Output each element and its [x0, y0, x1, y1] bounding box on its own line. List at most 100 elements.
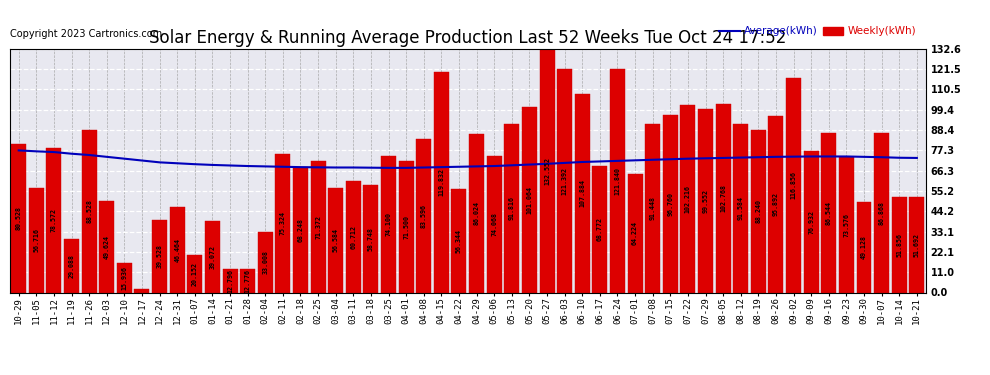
Bar	[610, 69, 625, 292]
Bar	[434, 72, 448, 292]
Text: 58.748: 58.748	[368, 226, 374, 251]
Text: 102.216: 102.216	[685, 184, 691, 213]
Bar	[892, 197, 907, 292]
Bar	[822, 134, 837, 292]
Bar	[29, 188, 44, 292]
Text: 29.088: 29.088	[68, 254, 74, 278]
Bar	[592, 166, 607, 292]
Bar	[47, 148, 61, 292]
Text: 73.576: 73.576	[843, 213, 849, 237]
Bar	[680, 105, 695, 292]
Text: 46.464: 46.464	[174, 238, 180, 262]
Text: 83.596: 83.596	[421, 204, 427, 228]
Text: 56.584: 56.584	[333, 228, 339, 252]
Text: 75.324: 75.324	[280, 211, 286, 235]
Bar	[504, 124, 520, 292]
Bar	[487, 156, 502, 292]
Text: 71.372: 71.372	[315, 215, 321, 239]
Bar	[557, 69, 572, 292]
Bar	[839, 157, 854, 292]
Bar	[223, 269, 238, 292]
Text: 71.500: 71.500	[403, 215, 409, 239]
Text: 96.760: 96.760	[667, 192, 673, 216]
Bar	[645, 124, 660, 292]
Bar	[750, 130, 766, 292]
Text: 102.768: 102.768	[720, 184, 726, 212]
Bar	[663, 115, 678, 292]
Text: 56.344: 56.344	[456, 229, 462, 253]
Text: Copyright 2023 Cartronics.com: Copyright 2023 Cartronics.com	[10, 29, 162, 39]
Bar	[187, 255, 202, 292]
Text: 119.832: 119.832	[439, 168, 445, 196]
Bar	[540, 49, 554, 292]
Text: 91.448: 91.448	[649, 196, 655, 220]
Text: 95.892: 95.892	[773, 192, 779, 216]
Bar	[257, 232, 272, 292]
Bar	[734, 124, 748, 292]
Bar	[399, 161, 414, 292]
Text: 68.772: 68.772	[597, 217, 603, 241]
Bar	[874, 133, 889, 292]
Legend: Average(kWh), Weekly(kWh): Average(kWh), Weekly(kWh)	[715, 22, 921, 40]
Bar	[575, 94, 590, 292]
Text: 91.816: 91.816	[509, 196, 515, 220]
Bar	[275, 154, 290, 292]
Text: 74.068: 74.068	[491, 212, 497, 236]
Text: 33.008: 33.008	[262, 250, 268, 274]
Text: 49.128: 49.128	[861, 236, 867, 260]
Text: 91.584: 91.584	[738, 196, 743, 220]
Text: 76.932: 76.932	[808, 210, 814, 234]
Text: 121.392: 121.392	[561, 167, 567, 195]
Text: 101.064: 101.064	[527, 186, 533, 214]
Text: 78.572: 78.572	[50, 208, 57, 232]
Bar	[11, 144, 26, 292]
Text: 80.528: 80.528	[16, 207, 22, 231]
Bar	[910, 198, 925, 292]
Bar	[205, 220, 220, 292]
Bar	[311, 161, 326, 292]
Bar	[241, 269, 255, 292]
Text: 88.528: 88.528	[86, 199, 92, 223]
Bar	[381, 156, 396, 292]
Text: 60.712: 60.712	[350, 225, 356, 249]
Text: 121.840: 121.840	[615, 166, 621, 195]
Bar	[346, 181, 360, 292]
Bar	[522, 107, 537, 292]
Bar	[804, 151, 819, 292]
Text: 116.856: 116.856	[791, 171, 797, 199]
Bar	[698, 110, 713, 292]
Text: 20.152: 20.152	[192, 262, 198, 286]
Text: 99.552: 99.552	[703, 189, 709, 213]
Bar	[99, 201, 114, 292]
Text: 12.776: 12.776	[245, 269, 250, 293]
Bar	[768, 116, 783, 292]
Text: 107.884: 107.884	[579, 179, 585, 207]
Bar	[469, 134, 484, 292]
Text: 39.072: 39.072	[210, 244, 216, 268]
Text: 86.024: 86.024	[473, 201, 479, 225]
Bar	[169, 207, 185, 292]
Bar	[64, 239, 79, 292]
Text: 39.528: 39.528	[156, 244, 162, 268]
Text: 86.544: 86.544	[826, 201, 832, 225]
Bar	[856, 202, 871, 292]
Text: 88.240: 88.240	[755, 200, 761, 223]
Bar	[329, 189, 344, 292]
Text: 64.224: 64.224	[632, 222, 639, 246]
Bar	[81, 130, 97, 292]
Text: 68.248: 68.248	[297, 218, 304, 242]
Bar	[716, 104, 731, 292]
Text: 56.716: 56.716	[34, 228, 40, 252]
Text: 15.936: 15.936	[122, 266, 128, 290]
Text: 49.624: 49.624	[104, 235, 110, 259]
Text: 51.856: 51.856	[896, 233, 902, 257]
Bar	[451, 189, 466, 292]
Bar	[786, 78, 801, 292]
Bar	[117, 263, 132, 292]
Bar	[363, 184, 378, 292]
Text: 12.796: 12.796	[227, 269, 233, 293]
Text: 86.868: 86.868	[878, 201, 885, 225]
Bar	[152, 220, 167, 292]
Text: 132.552: 132.552	[544, 157, 550, 184]
Bar	[135, 289, 149, 292]
